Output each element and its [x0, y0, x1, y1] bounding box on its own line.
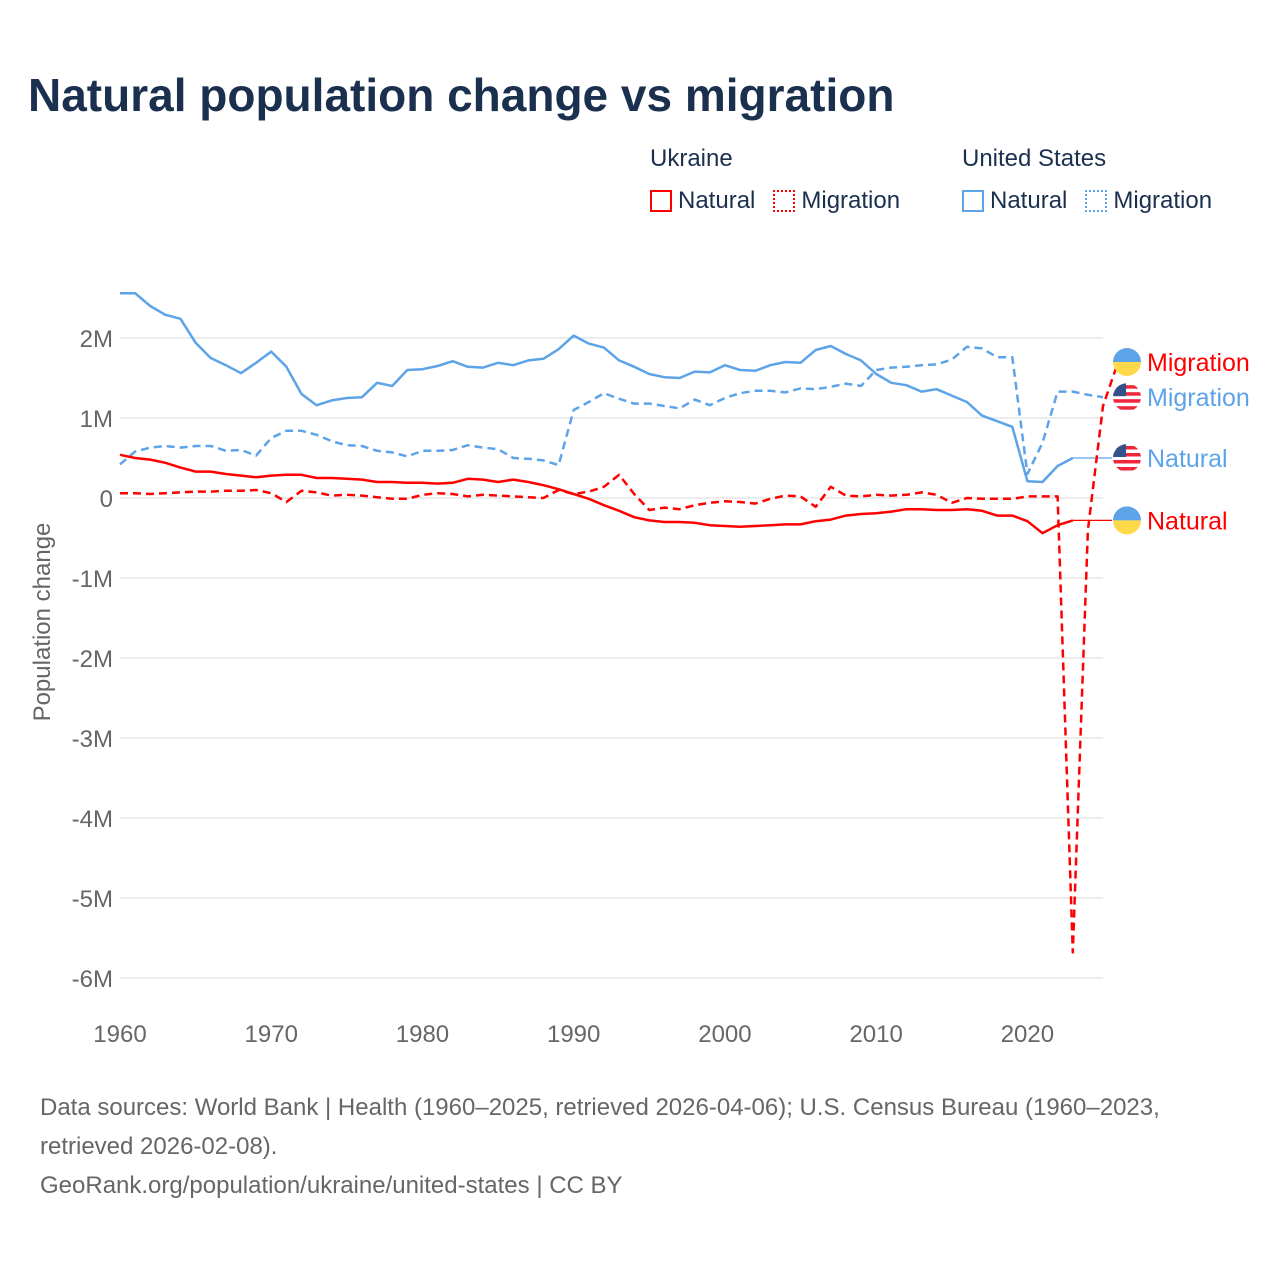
x-tick-label: 1960 — [93, 1021, 146, 1048]
x-tick-label: 2020 — [1001, 1021, 1054, 1048]
y-tick-label: -3M — [72, 726, 113, 753]
series-end-label: Natural — [1147, 507, 1228, 535]
series-end-label: Migration — [1147, 384, 1250, 412]
legend-group-title: Ukraine — [650, 145, 733, 172]
legend-swatch-dotted — [1085, 190, 1108, 212]
x-tick-label: 2010 — [849, 1021, 902, 1048]
legend-swatch-solid — [962, 190, 984, 212]
legend-item-ukraine-natural[interactable]: Natural — [650, 187, 755, 215]
series-line-ukraine-natural — [119, 453, 1074, 535]
y-tick-label: -1M — [72, 566, 113, 593]
credit-link[interactable]: GeoRank.org/population/ukraine/united-st… — [40, 1172, 623, 1199]
x-tick-label: 1980 — [396, 1021, 449, 1048]
x-tick-label: 2000 — [698, 1021, 751, 1048]
legend-label: Migration — [1113, 187, 1213, 214]
series-end-label: Natural — [1147, 445, 1228, 473]
legend-ukraine: Ukraine Natural Migration — [650, 145, 900, 215]
legend-item-us-natural[interactable]: Natural — [962, 187, 1067, 215]
line-chart: 2M 1M 0 -1M -2M -3M -4M -5M -6M 1960 1970 1980 1990 2… — [29, 291, 1250, 1048]
series-end-label: Migration — [1147, 349, 1250, 377]
x-tick-label: 1990 — [547, 1021, 600, 1048]
y-tick-label: 1M — [80, 406, 113, 433]
series-line-united-states-migration — [119, 345, 1104, 476]
y-tick-label: -5M — [72, 886, 113, 913]
y-tick-label: -2M — [72, 646, 113, 673]
legend-label: Natural — [990, 187, 1068, 214]
y-tick-label: 2M — [80, 326, 113, 353]
legend-label: Migration — [801, 187, 901, 214]
footer: Data sources: World Bank | Health (1960–… — [40, 1088, 1250, 1205]
chart-title: Natural population change vs migration — [28, 69, 895, 121]
legend-label: Natural — [678, 187, 756, 214]
us-flag-icon — [1113, 383, 1141, 412]
ukraine-flag-icon — [1113, 348, 1141, 376]
us-flag-icon — [1113, 444, 1141, 472]
series-line-united-states-natural — [120, 291, 1074, 484]
legend-item-us-migration[interactable]: Migration — [1085, 187, 1212, 215]
y-tick-label: -4M — [72, 806, 113, 833]
data-sources: Data sources: World Bank | Health (1960–… — [40, 1094, 1160, 1160]
y-tick-label: -6M — [72, 966, 113, 993]
legend-swatch-solid — [650, 190, 672, 212]
y-axis-label: Population change — [29, 523, 56, 722]
legend-group-title: United States — [962, 145, 1107, 172]
legend-united-states: United States Natural Migration — [962, 145, 1212, 215]
ukraine-flag-icon — [1113, 506, 1141, 535]
y-tick-label: 0 — [100, 486, 113, 513]
legend-swatch-dotted — [773, 190, 796, 212]
series-line-ukraine-migration — [120, 361, 1120, 954]
x-tick-label: 1970 — [245, 1021, 298, 1048]
legend-item-ukraine-migration[interactable]: Migration — [773, 187, 900, 215]
